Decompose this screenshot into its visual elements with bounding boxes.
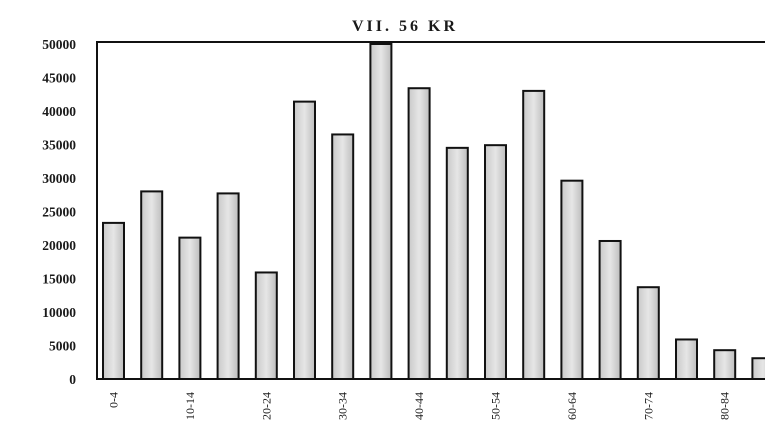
bar-60-64 [560, 179, 584, 380]
x-tick-label: 30-34 [336, 392, 350, 420]
bar-55-59 [522, 89, 546, 381]
y-tick-label: 25000 [42, 205, 76, 220]
x-tick-label: 0-4 [107, 392, 121, 408]
bar-20-24 [254, 271, 278, 380]
bar-70-74 [636, 286, 660, 380]
bars [102, 43, 765, 381]
x-tick-label: 20-24 [259, 392, 273, 420]
bar-65-69 [598, 239, 622, 380]
plot-frame [96, 41, 765, 380]
x-tick-label: 70-74 [641, 392, 655, 420]
y-tick-label: 5000 [49, 339, 76, 354]
bar-35-39 [369, 43, 393, 380]
x-tick-label: 60-64 [565, 392, 579, 420]
bar-0-4 [102, 221, 125, 380]
y-tick-label: 15000 [42, 272, 76, 287]
x-tick-label: 80-84 [718, 392, 732, 420]
x-axis-ticks: 0-4 10-14 20-24 30-34 40-44 50-54 60-64 70-74 80… [107, 392, 732, 420]
y-tick-label: 40000 [42, 104, 76, 119]
x-tick-label: 10-14 [183, 392, 197, 420]
y-axis-ticks: 5000045000400003500030000250002000015000… [42, 37, 76, 387]
y-tick-label: 10000 [42, 305, 76, 320]
bar-75-79 [675, 338, 698, 380]
chart-title: VII. 56 KR [352, 18, 458, 35]
x-tick-label: 40-44 [412, 392, 426, 420]
bar-15-19 [216, 192, 240, 380]
bar-25-29 [293, 100, 316, 381]
bar-5-9 [140, 190, 164, 380]
y-tick-label: 35000 [42, 138, 76, 153]
bar-50-54 [484, 144, 507, 380]
y-tick-label: 50000 [42, 37, 76, 52]
bar-40-44 [407, 87, 431, 380]
y-tick-label: 30000 [42, 171, 76, 186]
y-tick-label: 45000 [42, 71, 76, 86]
bar-85+ [751, 357, 765, 381]
bar-10-14 [178, 236, 202, 380]
bar-45-49 [445, 146, 469, 380]
bar-30-34 [331, 133, 355, 380]
y-tick-label: 0 [69, 372, 76, 387]
y-tick-label: 20000 [42, 238, 76, 253]
bar-80-84 [713, 349, 737, 381]
x-tick-label: 50-54 [489, 392, 503, 420]
